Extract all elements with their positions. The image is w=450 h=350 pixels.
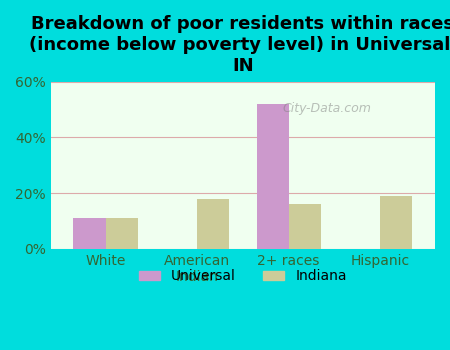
Bar bbox=[73, 218, 105, 249]
Text: City-Data.com: City-Data.com bbox=[283, 102, 372, 115]
Bar bbox=[197, 199, 229, 249]
Bar bbox=[288, 204, 320, 249]
Legend: Universal, Indiana: Universal, Indiana bbox=[133, 264, 352, 289]
Bar bbox=[256, 104, 288, 249]
Bar bbox=[380, 196, 412, 249]
Bar bbox=[105, 218, 138, 249]
Title: Breakdown of poor residents within races
(income below poverty level) in Univers: Breakdown of poor residents within races… bbox=[29, 15, 450, 75]
